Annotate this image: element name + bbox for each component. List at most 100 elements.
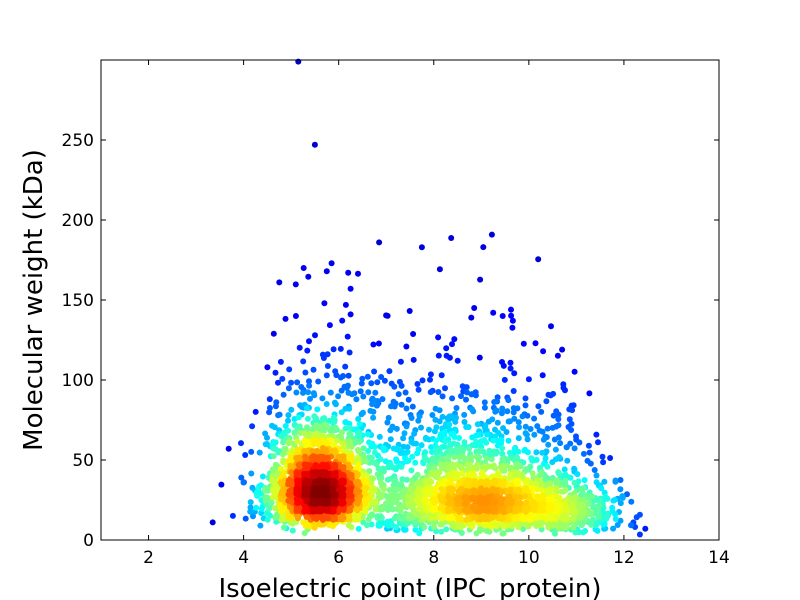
data-point bbox=[524, 412, 531, 419]
data-point bbox=[304, 347, 311, 354]
data-point bbox=[287, 464, 294, 471]
data-point bbox=[494, 419, 501, 426]
data-point bbox=[302, 506, 308, 513]
data-point bbox=[508, 306, 514, 313]
data-point bbox=[384, 419, 391, 426]
data-point bbox=[552, 456, 559, 463]
data-point bbox=[483, 455, 490, 462]
data-point bbox=[295, 515, 301, 522]
data-point bbox=[598, 485, 605, 492]
data-point bbox=[364, 431, 371, 438]
data-point bbox=[537, 477, 543, 484]
data-point bbox=[508, 312, 515, 319]
data-point bbox=[413, 440, 419, 447]
data-point bbox=[418, 244, 425, 251]
data-point bbox=[553, 502, 560, 509]
data-point bbox=[266, 505, 273, 512]
data-point bbox=[410, 331, 417, 337]
data-point bbox=[390, 398, 397, 405]
data-point bbox=[514, 405, 521, 412]
data-point bbox=[366, 468, 373, 475]
data-point bbox=[247, 499, 254, 506]
data-point bbox=[401, 430, 408, 437]
data-point bbox=[339, 317, 346, 324]
data-point bbox=[515, 419, 522, 426]
data-point bbox=[405, 396, 412, 403]
data-point bbox=[516, 494, 523, 501]
data-point bbox=[306, 382, 313, 389]
data-point bbox=[459, 470, 466, 477]
data-point bbox=[435, 352, 442, 359]
data-point bbox=[348, 443, 355, 450]
data-point bbox=[319, 395, 326, 402]
data-point bbox=[338, 429, 345, 436]
data-point bbox=[359, 375, 366, 382]
data-point bbox=[259, 473, 266, 480]
data-point bbox=[540, 348, 547, 355]
data-point bbox=[360, 393, 367, 400]
data-point bbox=[294, 486, 301, 493]
data-point bbox=[375, 515, 381, 522]
data-point bbox=[410, 356, 417, 363]
data-point bbox=[347, 311, 354, 318]
data-point bbox=[476, 448, 483, 455]
data-point bbox=[446, 421, 453, 428]
data-point bbox=[276, 411, 283, 418]
data-point bbox=[449, 341, 455, 348]
data-point bbox=[601, 521, 608, 527]
x-tick-label: 12 bbox=[613, 548, 635, 568]
data-point bbox=[258, 505, 265, 512]
data-point bbox=[445, 500, 451, 507]
data-point bbox=[324, 470, 331, 477]
data-point bbox=[402, 389, 409, 396]
data-point bbox=[381, 377, 388, 384]
data-point bbox=[445, 453, 452, 460]
data-point bbox=[403, 405, 410, 412]
data-point bbox=[454, 522, 461, 529]
data-point bbox=[415, 446, 422, 453]
data-point bbox=[269, 422, 275, 429]
data-point bbox=[490, 437, 497, 444]
data-point bbox=[617, 517, 624, 524]
data-point bbox=[497, 500, 504, 507]
data-point bbox=[415, 386, 422, 393]
data-point bbox=[535, 403, 542, 410]
data-point bbox=[398, 401, 405, 408]
data-point bbox=[264, 364, 271, 371]
data-point bbox=[394, 494, 401, 500]
data-point bbox=[464, 389, 470, 396]
data-point bbox=[538, 469, 545, 476]
data-point bbox=[309, 469, 316, 476]
data-point bbox=[408, 439, 415, 446]
data-point bbox=[564, 457, 571, 464]
data-point bbox=[556, 470, 562, 477]
data-point bbox=[363, 472, 370, 479]
data-point bbox=[484, 494, 491, 500]
data-point bbox=[421, 496, 428, 503]
data-point bbox=[403, 423, 410, 430]
data-point bbox=[475, 455, 482, 462]
data-point bbox=[590, 504, 597, 511]
data-point bbox=[427, 376, 433, 383]
data-point bbox=[370, 341, 377, 348]
data-point bbox=[295, 414, 302, 421]
data-point bbox=[499, 482, 506, 488]
data-point bbox=[418, 424, 424, 431]
data-point bbox=[393, 499, 400, 506]
data-point bbox=[287, 504, 293, 511]
data-point bbox=[319, 351, 326, 358]
data-point bbox=[504, 408, 511, 415]
y-tick-label: 50 bbox=[72, 451, 94, 471]
data-point bbox=[324, 507, 331, 514]
data-point bbox=[457, 479, 464, 486]
data-point bbox=[500, 462, 507, 469]
data-point bbox=[285, 412, 292, 419]
data-point bbox=[435, 389, 442, 395]
data-point bbox=[405, 457, 412, 464]
data-point bbox=[253, 490, 260, 496]
data-point bbox=[520, 526, 527, 532]
data-point bbox=[302, 369, 309, 376]
data-point bbox=[300, 389, 306, 396]
data-point bbox=[389, 522, 396, 529]
